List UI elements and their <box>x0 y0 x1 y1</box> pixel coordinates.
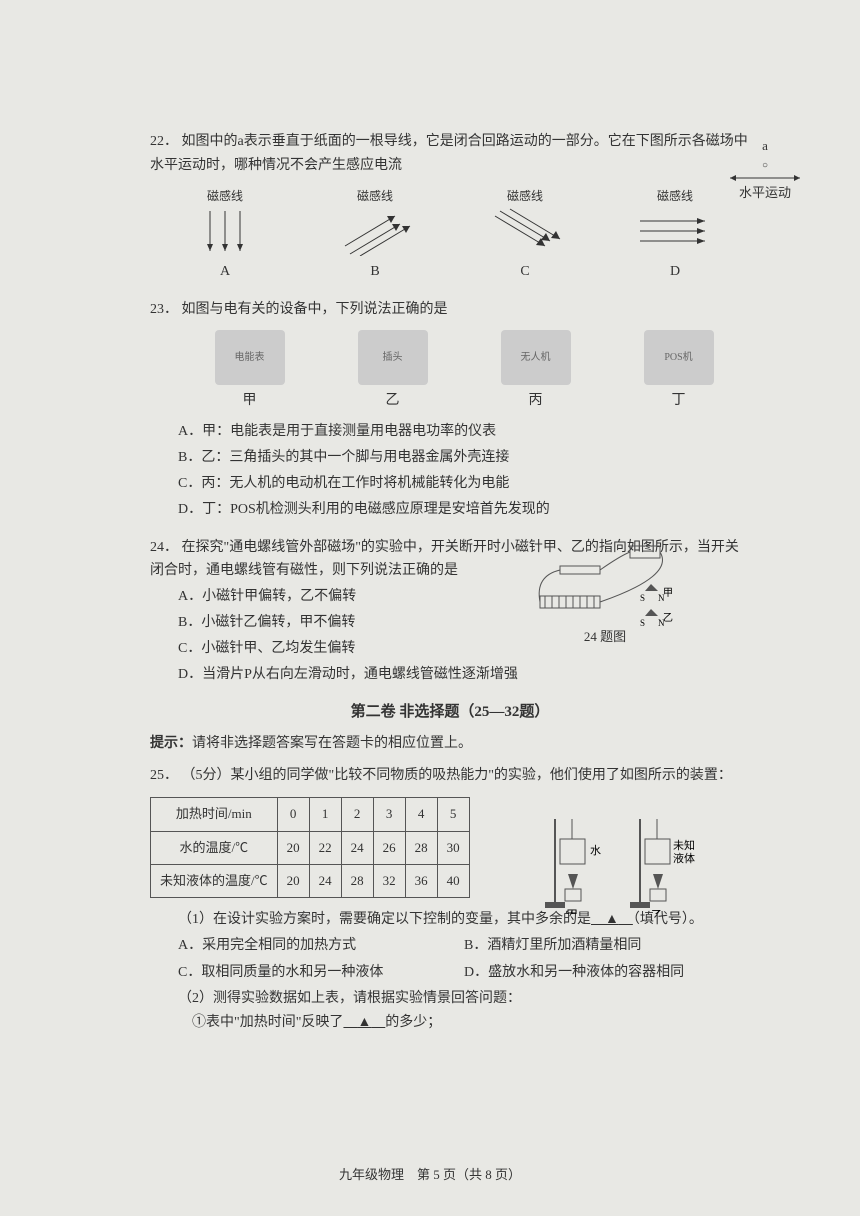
svg-text:乙: 乙 <box>651 908 663 914</box>
q25-figure: 水 甲 未知液体 乙 <box>530 814 700 914</box>
dev-ding: 丁 <box>607 389 750 413</box>
q22-num: 22． <box>150 134 178 149</box>
q25-opt-c: C．取相同质量的水和另一种液体 <box>178 961 464 985</box>
q24-num: 24． <box>150 540 178 555</box>
svg-text:甲: 甲 <box>663 588 673 599</box>
svg-text:水: 水 <box>590 844 601 857</box>
q25-sub1-options: A．采用完全相同的加热方式 B．酒精灯里所加酒精量相同 C．取相同质量的水和另一… <box>178 932 750 988</box>
table-row: 水的温度/℃ 20 22 24 26 28 30 <box>151 831 470 864</box>
svg-text:未知: 未知 <box>673 838 695 852</box>
diagram-a <box>195 206 255 256</box>
opt-d: D <box>600 260 750 284</box>
svg-text:乙: 乙 <box>663 612 673 624</box>
question-22: 22． 如图中的a表示垂直于纸面的一根导线，它是闭合回路运动的一部分。它在下图所… <box>150 130 750 284</box>
q23-opt-d: D．丁：POS机检测头利用的电磁感应原理是安培首先发现的 <box>178 498 750 522</box>
q23-options: A．甲：电能表是用于直接测量用电器电功率的仪表 B．乙：三角插头的其中一个脚与用… <box>178 420 750 521</box>
hint-text: 请将非选择题答案写在答题卡的相应位置上。 <box>192 736 472 751</box>
opt-a: A <box>150 260 300 284</box>
device-plug-icon: 插头 <box>358 330 428 385</box>
svg-text:S: S <box>640 618 645 626</box>
hint-label: 提示： <box>150 736 192 751</box>
th-time: 加热时间/min <box>151 798 278 831</box>
diagram-b <box>335 206 415 256</box>
section-title: 第二卷 非选择题（25—32题） <box>150 700 750 726</box>
opt-c: C <box>450 260 600 284</box>
q25-sub2: （2）测得实验数据如上表，请根据实验情景回答问题： <box>178 987 750 1011</box>
svg-text:液体: 液体 <box>673 851 695 865</box>
q24-fig-label: 24 题图 <box>530 626 680 648</box>
q23-opt-a: A．甲：电能表是用于直接测量用电器电功率的仪表 <box>178 420 750 444</box>
field-label-d: 磁感线 <box>600 186 750 206</box>
q23-opt-c: C．丙：无人机的电动机在工作时将机械能转化为电能 <box>178 472 750 496</box>
dev-bing: 丙 <box>464 389 607 413</box>
question-25: 25． （5分）某小组的同学做"比较不同物质的吸热能力"的实验，他们使用了如图所… <box>150 764 750 1035</box>
table-header-row: 加热时间/min 0 1 2 3 4 5 <box>151 798 470 831</box>
device-pos-icon: POS机 <box>644 330 714 385</box>
field-label-b: 磁感线 <box>300 186 450 206</box>
device-drone-icon: 无人机 <box>501 330 571 385</box>
diagram-c <box>485 206 565 256</box>
q23-text: 如图与电有关的设备中，下列说法正确的是 <box>182 302 448 317</box>
q22-diagrams: 磁感线 A 磁感线 B 磁感线 C <box>150 186 750 284</box>
q25-num: 25． <box>150 768 178 783</box>
svg-text:甲: 甲 <box>566 908 578 914</box>
dev-jia: 甲 <box>178 389 321 413</box>
table-row: 未知液体的温度/℃ 20 24 28 32 36 40 <box>151 864 470 897</box>
question-24: SN SN 甲 乙 24 题图 24． 在探究"通电螺线管外部磁场"的实验中，开… <box>150 536 750 687</box>
q23-opt-b: B．乙：三角插头的其中一个脚与用电器金属外壳连接 <box>178 446 750 470</box>
wire-label: a <box>730 135 800 157</box>
q25-opt-d: D．盛放水和另一种液体的容器相同 <box>464 961 750 985</box>
page-footer: 九年级物理 第 5 页（共 8 页） <box>0 1164 860 1186</box>
wire-sublabel: 水平运动 <box>730 182 800 204</box>
q25-data-table: 加热时间/min 0 1 2 3 4 5 水的温度/℃ 20 22 24 26 … <box>150 797 470 897</box>
field-label-c: 磁感线 <box>450 186 600 206</box>
blank-2: ▲ <box>343 1015 385 1030</box>
opt-b: B <box>300 260 450 284</box>
q24-figure: SN SN 甲 乙 24 题图 <box>530 536 680 648</box>
question-23: 23． 如图与电有关的设备中，下列说法正确的是 电能表甲 插头乙 无人机丙 PO… <box>150 298 750 522</box>
device-meter-icon: 电能表 <box>215 330 285 385</box>
q22-wire-diagram: a ○ 水平运动 <box>730 135 800 204</box>
diagram-d <box>635 206 715 256</box>
section-hint: 提示：请将非选择题答案写在答题卡的相应位置上。 <box>150 732 750 756</box>
q23-num: 23． <box>150 302 178 317</box>
svg-text:S: S <box>640 593 645 603</box>
q22-text: 如图中的a表示垂直于纸面的一根导线，它是闭合回路运动的一部分。它在下图所示各磁场… <box>150 134 748 173</box>
q25-text: （5分）某小组的同学做"比较不同物质的吸热能力"的实验，他们使用了如图所示的装置… <box>182 768 732 783</box>
q25-sub2-1: ①表中"加热时间"反映了 ▲ 的多少； <box>192 1011 750 1035</box>
q25-opt-a: A．采用完全相同的加热方式 <box>178 934 464 958</box>
blank-1: ▲ <box>591 912 633 927</box>
field-label-a: 磁感线 <box>150 186 300 206</box>
q23-devices: 电能表甲 插头乙 无人机丙 POS机丁 <box>178 330 750 413</box>
q25-opt-b: B．酒精灯里所加酒精量相同 <box>464 934 750 958</box>
dev-yi: 乙 <box>321 389 464 413</box>
q24-opt-d: D．当滑片P从右向左滑动时，通电螺线管磁性逐渐增强 <box>178 663 750 687</box>
